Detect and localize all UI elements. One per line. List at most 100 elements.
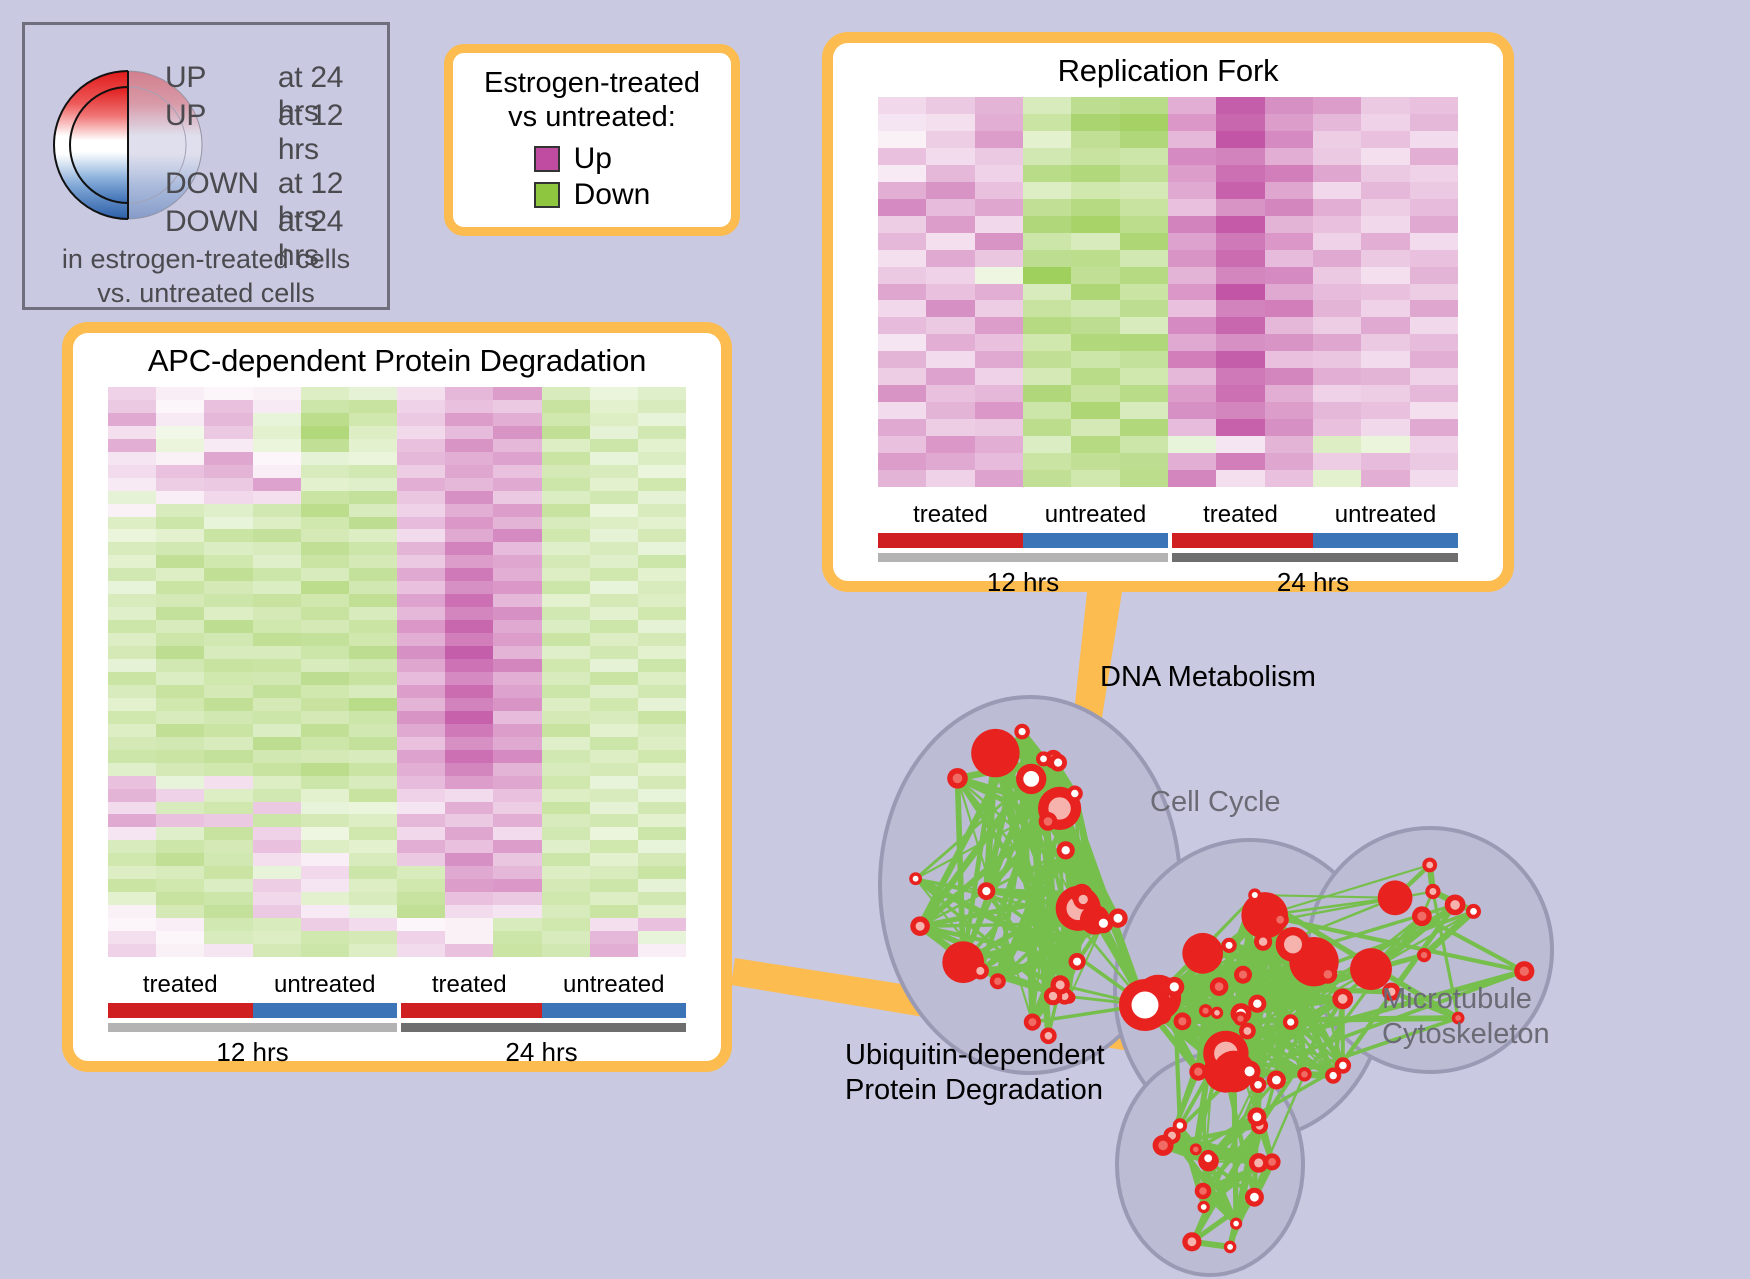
heatmap-cell [108,944,157,957]
network-node[interactable] [1422,857,1438,873]
network-node[interactable] [1210,1006,1224,1019]
heatmap-cell [493,723,542,737]
network-node[interactable] [1332,988,1354,1010]
network-node[interactable] [909,872,922,886]
network-node[interactable] [1164,976,1185,997]
network-node[interactable] [1466,903,1481,919]
network-node[interactable] [1040,1027,1057,1045]
network-node[interactable] [1325,1067,1342,1084]
heatmap-cell [1119,283,1168,301]
network-node[interactable] [1230,1217,1243,1230]
heatmap-cell [204,594,253,608]
network-node[interactable] [1297,1067,1312,1082]
network-node[interactable] [1189,1143,1202,1156]
network-node[interactable] [1152,1134,1174,1156]
network-node[interactable] [1444,894,1466,916]
network-node[interactable] [989,973,1006,990]
network-node[interactable] [1036,751,1051,767]
heatmap-cell [156,710,205,724]
network-node[interactable] [910,916,930,936]
heatmap-cell [300,581,349,595]
network-node[interactable] [1382,982,1401,1001]
network-node[interactable] [947,768,968,789]
network-node[interactable] [1223,1240,1237,1254]
network-node[interactable] [1119,979,1171,1031]
network-node[interactable] [1234,965,1252,984]
network-node[interactable] [1248,994,1267,1013]
heatmap-cell [300,944,349,957]
axis-apc-degradation: treated untreated treated untreated 12 hrs 24… [108,971,686,1068]
heatmap-cell [348,723,397,737]
network-node[interactable] [1233,1011,1248,1026]
network-node[interactable] [1248,1153,1269,1173]
heatmap-cell [1409,283,1458,301]
network-node[interactable] [1425,883,1441,900]
network-node[interactable] [1266,1070,1286,1090]
network-node[interactable] [1014,723,1030,740]
network-node[interactable] [1239,1022,1256,1040]
network-node[interactable] [1213,1050,1255,1093]
network-node[interactable] [1282,1014,1299,1030]
heatmap-cell [1119,470,1168,487]
network-node[interactable] [1221,937,1237,953]
network-node[interactable] [1247,1107,1267,1127]
heatmap-replication-fork [878,97,1458,487]
network-node[interactable] [1182,932,1224,974]
network-node[interactable] [1198,1004,1213,1018]
network-node[interactable] [1189,1062,1208,1081]
network-node[interactable] [1334,1057,1352,1074]
network-node[interactable] [1377,880,1413,916]
network-node[interactable] [1066,785,1083,802]
network-node[interactable] [1254,932,1273,951]
network-node[interactable] [1023,1013,1041,1031]
network-node[interactable] [1318,964,1338,984]
network-node[interactable] [1417,948,1432,963]
network-node[interactable] [1248,888,1262,902]
network-node[interactable] [971,962,989,980]
network-node[interactable] [1263,1153,1281,1171]
network-node[interactable] [1199,1149,1217,1167]
network-node[interactable] [1451,1011,1465,1025]
network-node[interactable] [1275,927,1311,962]
heatmap-cell [1216,419,1265,437]
network-node[interactable] [1108,908,1128,928]
heatmap-cell [204,633,253,647]
network-node[interactable] [1049,753,1067,772]
axis-group-label: untreated [1044,501,1147,528]
heatmap-cell [974,215,1023,233]
network-node[interactable] [1182,1232,1202,1252]
heatmap-cell [1167,283,1217,301]
heatmap-cell [204,684,253,698]
network-node-core [1243,1027,1252,1035]
network-node[interactable] [1038,812,1058,831]
network-node[interactable] [1043,986,1063,1006]
network-node[interactable] [1271,911,1289,929]
network-node[interactable] [1244,1187,1264,1207]
axis-treatment-bar [541,1002,686,1018]
heatmap-cell [156,555,205,569]
network-node-core [1301,1071,1308,1078]
colorwheel-row-down-24: DOWN at 24 hrs [165,205,387,273]
network-node[interactable] [1173,1012,1192,1031]
network-node[interactable] [1514,961,1535,982]
network-node[interactable] [1068,953,1086,971]
heatmap-cell [1167,181,1217,199]
network-node[interactable] [1197,1200,1210,1214]
network-node[interactable] [977,882,996,900]
network-node[interactable] [1238,1060,1261,1083]
network-node[interactable] [1073,889,1094,910]
heatmap-cell [445,607,494,621]
network-node[interactable] [971,728,1020,778]
network-node[interactable] [1050,975,1070,995]
heatmap-cell [252,866,301,880]
network-node[interactable] [1194,1182,1212,1200]
network-node[interactable] [1016,763,1047,795]
heatmap-cell [156,490,205,504]
heatmap-cell [637,671,686,685]
network-node-core [952,773,963,784]
network-node[interactable] [1350,948,1392,991]
network-node[interactable] [1056,841,1075,860]
network-node[interactable] [1209,977,1229,996]
heatmap-cell [637,944,686,957]
network-node[interactable] [1412,906,1432,927]
